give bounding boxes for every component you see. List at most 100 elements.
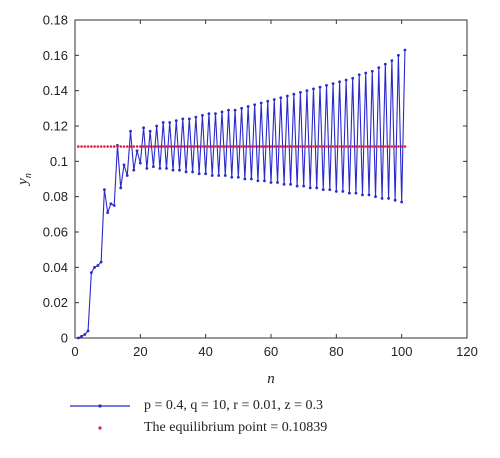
equilibrium-point [351,145,354,148]
equilibrium-point [168,145,172,148]
equilibrium-point [132,145,136,148]
series-point [253,103,257,107]
equilibrium-point [217,145,221,148]
legend-swatch-dot [98,426,102,430]
series-point [315,186,319,190]
series-point [400,200,404,204]
y-tick-label: 0.16 [43,48,68,63]
series-point [89,271,93,275]
equilibrium-point [174,145,178,148]
series-point [325,83,328,87]
equilibrium-point [178,145,181,148]
series-point [174,119,178,123]
equilibrium-point [269,145,273,148]
series-point [256,179,260,183]
series-point [305,89,309,93]
equilibrium-point [201,145,204,148]
equilibrium-point [308,145,312,148]
series-point [125,174,129,177]
equilibrium-point [292,145,296,148]
series-point [155,124,159,128]
equilibrium-point [86,145,90,148]
equilibrium-point [106,145,109,148]
legend: p = 0.4, q = 10, r = 0.01, z = 0.3 The e… [70,395,490,439]
series-point [318,85,322,89]
equilibrium-point [204,145,207,148]
series-point [187,117,191,121]
series-point [83,333,87,336]
series-point [86,329,90,333]
equilibrium-point [325,145,328,148]
series-point [178,168,181,172]
y-tick-label: 0.1 [50,154,68,169]
y-tick-label: 0 [61,331,68,346]
series-point [348,191,351,195]
equilibrium-point [357,145,361,148]
equilibrium-point [227,145,230,148]
series-point [380,197,384,200]
equilibrium-point [155,145,158,148]
equilibrium-point [197,145,201,148]
series-point [145,167,149,170]
equilibrium-point [312,145,315,148]
series-point [106,211,110,214]
legend-entry-series: p = 0.4, q = 10, r = 0.01, z = 0.3 [70,395,490,417]
equilibrium-point [302,145,305,148]
equilibrium-point [393,145,397,148]
equilibrium-point [122,145,126,148]
series-point [233,108,237,112]
series-point [227,108,230,112]
series-point [122,163,126,167]
series-point [197,172,201,176]
equilibrium-point [299,145,302,148]
equilibrium-point [331,145,335,148]
equilibrium-point [237,145,240,148]
equilibrium-point [318,145,322,148]
series-point [377,66,381,70]
legend-label-equilibrium: The equilibrium point = 0.10839 [144,420,328,435]
series-point [204,172,208,176]
series-point [161,121,165,124]
equilibrium-point [90,145,93,148]
series-point [292,92,296,96]
equilibrium-point [286,145,289,148]
x-tick-label: 20 [133,344,147,359]
equilibrium-point [125,145,129,148]
equilibrium-point [295,145,299,148]
series-point [96,264,100,267]
series-point [351,76,355,80]
y-axis-label: yn [15,173,34,187]
equilibrium-point [109,145,113,148]
series-point [112,204,116,207]
equilibrium-point [83,145,87,148]
equilibrium-point [223,145,227,148]
y-tick-label: 0.08 [43,189,68,204]
series-point [129,129,132,133]
equilibrium-point [266,145,270,148]
series-point [328,188,332,192]
series-point [354,191,358,195]
equilibrium-point [256,145,260,148]
equilibrium-point [361,145,364,148]
equilibrium-point [370,145,374,148]
series-point [390,59,394,63]
equilibrium-point [148,145,152,148]
y-axis-label-sub: n [23,173,34,178]
equilibrium-point [348,145,351,148]
legend-line-marker [98,404,102,408]
equilibrium-point [367,145,371,148]
equilibrium-point [354,145,358,148]
series-point [194,115,198,119]
series-point [295,184,299,188]
equilibrium-point [263,145,266,148]
equilibrium-point [341,145,345,148]
series-point [279,96,283,100]
equilibrium-point [191,145,194,148]
equilibrium-point [246,145,250,148]
series-point [299,91,302,94]
x-axis-label: n [267,371,275,387]
series-point [243,177,247,181]
series-point [263,179,266,183]
equilibrium-point [305,145,309,148]
